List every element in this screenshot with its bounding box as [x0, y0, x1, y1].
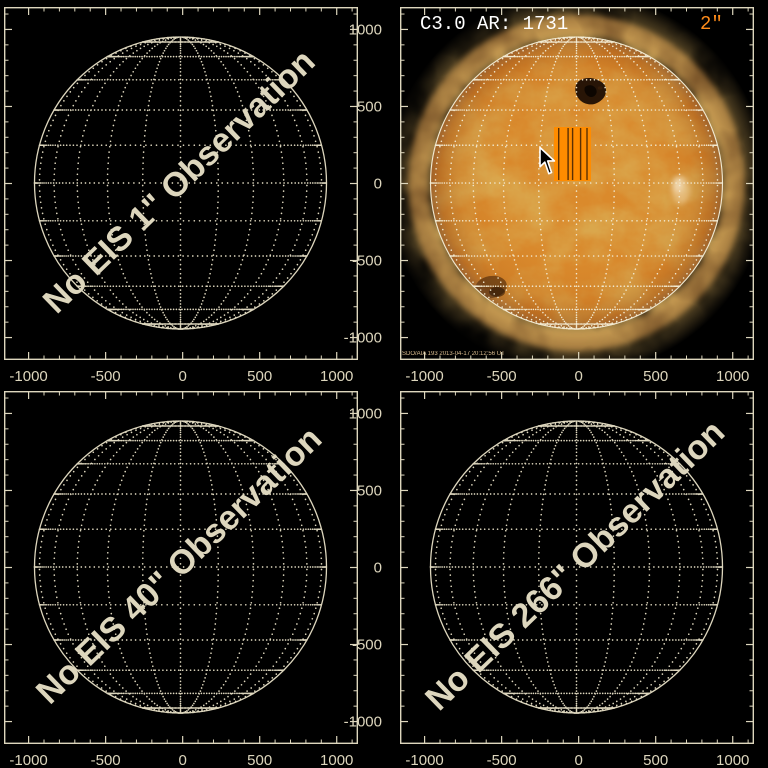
- svg-text:-1000: -1000: [9, 368, 47, 385]
- svg-text:-500: -500: [91, 752, 121, 768]
- svg-text:2": 2": [700, 13, 723, 35]
- svg-text:1000: 1000: [349, 21, 382, 38]
- svg-text:500: 500: [247, 368, 272, 385]
- svg-text:500: 500: [247, 752, 272, 768]
- svg-text:0: 0: [178, 752, 186, 768]
- svg-text:1000: 1000: [716, 752, 749, 768]
- svg-text:-500: -500: [91, 368, 121, 385]
- svg-text:1000: 1000: [320, 752, 353, 768]
- svg-text:-500: -500: [352, 637, 382, 654]
- svg-text:-1000: -1000: [344, 330, 382, 347]
- svg-text:-500: -500: [487, 752, 517, 768]
- svg-text:-500: -500: [352, 253, 382, 270]
- svg-text:0: 0: [574, 368, 582, 385]
- svg-text:C3.0 AR: 1731: C3.0 AR: 1731: [420, 13, 568, 35]
- svg-text:0: 0: [374, 176, 382, 193]
- svg-text:0: 0: [374, 560, 382, 577]
- svg-text:0: 0: [574, 752, 582, 768]
- svg-text:-1000: -1000: [405, 368, 443, 385]
- svg-text:SDO/AIA 193 2013-04-17 20:1: SDO/AIA 193 2013-04-17 20:12:56 UT: [402, 351, 505, 357]
- svg-text:-500: -500: [487, 368, 517, 385]
- svg-text:-1000: -1000: [9, 752, 47, 768]
- svg-text:500: 500: [643, 752, 668, 768]
- svg-text:1000: 1000: [320, 368, 353, 385]
- svg-text:500: 500: [357, 482, 382, 499]
- svg-text:1000: 1000: [349, 405, 382, 422]
- svg-text:0: 0: [178, 368, 186, 385]
- svg-text:-1000: -1000: [344, 714, 382, 731]
- svg-text:1000: 1000: [716, 368, 749, 385]
- svg-text:-1000: -1000: [405, 752, 443, 768]
- svg-text:500: 500: [643, 368, 668, 385]
- svg-text:500: 500: [357, 98, 382, 115]
